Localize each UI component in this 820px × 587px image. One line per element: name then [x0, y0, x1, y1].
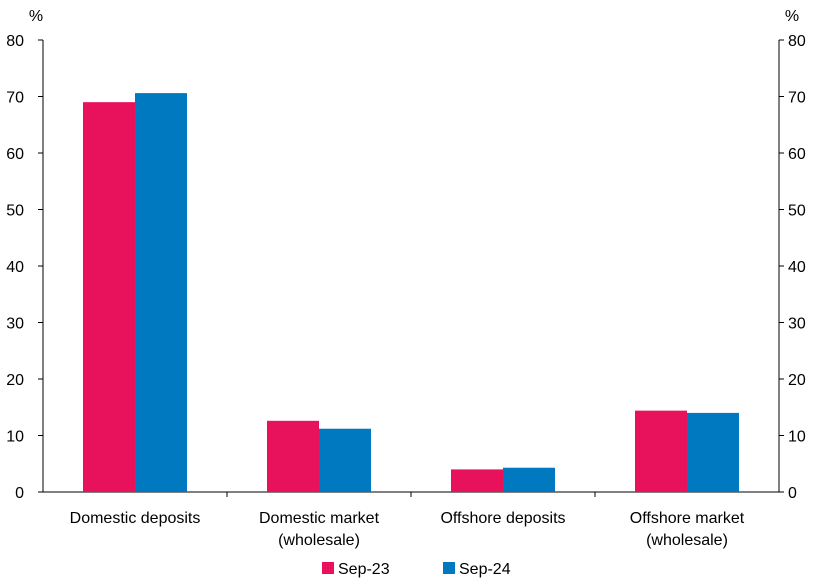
- legend-swatch: [443, 562, 455, 574]
- right-y-tick-label: 60: [788, 146, 806, 163]
- right-y-tick-label: 0: [788, 485, 797, 502]
- left-y-tick-label: 30: [6, 316, 24, 333]
- bar-sep-23: [451, 469, 503, 492]
- bars: [83, 93, 739, 493]
- right-y-tick-label: 70: [788, 90, 806, 107]
- category-label: Domestic deposits: [70, 510, 201, 527]
- category-label: (wholesale): [646, 532, 728, 549]
- legend: Sep-23 Sep-24: [322, 561, 511, 578]
- bar-sep-23: [267, 420, 319, 492]
- left-axis-unit-label: %: [29, 8, 43, 25]
- left-y-tick-label: 20: [6, 372, 24, 389]
- bar-sep-23: [83, 102, 135, 493]
- category-label: (wholesale): [278, 532, 360, 549]
- left-y-tick-label: 10: [6, 429, 24, 446]
- right-y-tick-label: 40: [788, 259, 806, 276]
- left-y-tick-label: 60: [6, 146, 24, 163]
- legend-label: Sep-23: [338, 561, 390, 578]
- bar-sep-24: [135, 93, 187, 493]
- left-y-tick-label: 40: [6, 259, 24, 276]
- category-label: Domestic market: [259, 510, 380, 527]
- right-y-tick-label: 20: [788, 372, 806, 389]
- left-y-tick-label: 70: [6, 90, 24, 107]
- bar-sep-24: [687, 412, 739, 492]
- left-y-tick-label: 80: [6, 33, 24, 50]
- left-y-tick-label: 0: [15, 485, 24, 502]
- y-ticks: 0 0 10 10 20 20 30 30 40 40 50 50 60 60 70 70 80 80: [6, 33, 806, 502]
- bar-sep-24: [503, 467, 555, 492]
- right-y-tick-label: 10: [788, 429, 806, 446]
- category-label: Offshore market: [630, 510, 745, 527]
- left-y-tick-label: 50: [6, 203, 24, 220]
- bar-sep-24: [319, 428, 371, 492]
- right-y-tick-label: 30: [788, 316, 806, 333]
- category-label: Offshore deposits: [440, 510, 565, 527]
- right-y-tick-label: 50: [788, 203, 806, 220]
- category-labels: Domestic deposits Domestic market (wholesa…: [70, 510, 745, 549]
- right-axis-unit-label: %: [785, 8, 799, 25]
- bar-sep-23: [635, 410, 687, 492]
- legend-swatch: [322, 562, 334, 574]
- legend-label: Sep-24: [459, 561, 511, 578]
- right-y-tick-label: 80: [788, 33, 806, 50]
